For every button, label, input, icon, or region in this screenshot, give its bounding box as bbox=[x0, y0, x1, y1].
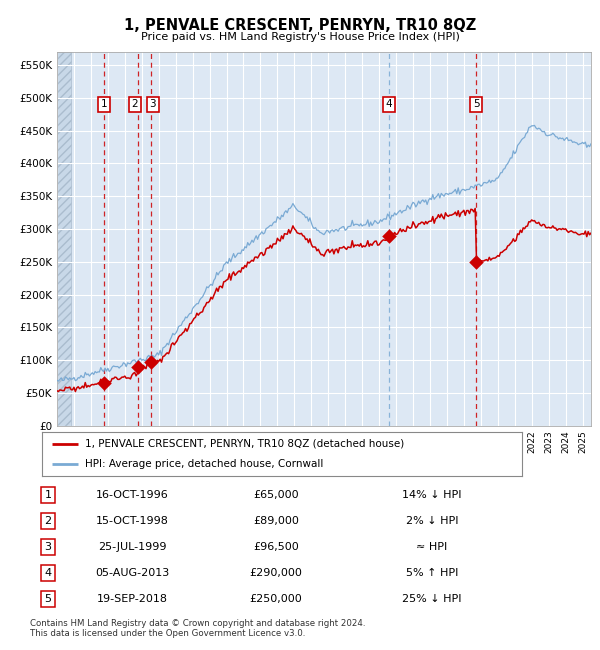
Text: 2: 2 bbox=[44, 516, 52, 526]
Text: ≈ HPI: ≈ HPI bbox=[416, 542, 448, 552]
Text: 25-JUL-1999: 25-JUL-1999 bbox=[98, 542, 166, 552]
Text: £96,500: £96,500 bbox=[253, 542, 299, 552]
Text: 1: 1 bbox=[44, 490, 52, 501]
Text: £65,000: £65,000 bbox=[253, 490, 299, 501]
Point bbox=[384, 230, 394, 240]
Text: 5% ↑ HPI: 5% ↑ HPI bbox=[406, 568, 458, 578]
Bar bbox=[57, 52, 71, 426]
Text: 5: 5 bbox=[44, 594, 52, 604]
Text: 14% ↓ HPI: 14% ↓ HPI bbox=[402, 490, 462, 501]
Text: 3: 3 bbox=[44, 542, 52, 552]
Text: Price paid vs. HM Land Registry's House Price Index (HPI): Price paid vs. HM Land Registry's House … bbox=[140, 32, 460, 42]
Text: HPI: Average price, detached house, Cornwall: HPI: Average price, detached house, Corn… bbox=[85, 459, 323, 469]
Text: 2% ↓ HPI: 2% ↓ HPI bbox=[406, 516, 458, 526]
Text: £290,000: £290,000 bbox=[250, 568, 302, 578]
Point bbox=[146, 358, 156, 368]
Text: 4: 4 bbox=[44, 568, 52, 578]
Text: 25% ↓ HPI: 25% ↓ HPI bbox=[402, 594, 462, 604]
Text: Contains HM Land Registry data © Crown copyright and database right 2024.
This d: Contains HM Land Registry data © Crown c… bbox=[30, 619, 365, 638]
Text: £250,000: £250,000 bbox=[250, 594, 302, 604]
Text: 1: 1 bbox=[101, 99, 107, 109]
Text: £89,000: £89,000 bbox=[253, 516, 299, 526]
Point bbox=[100, 378, 109, 388]
Point bbox=[133, 362, 143, 372]
Text: 1, PENVALE CRESCENT, PENRYN, TR10 8QZ (detached house): 1, PENVALE CRESCENT, PENRYN, TR10 8QZ (d… bbox=[85, 439, 404, 448]
Text: 15-OCT-1998: 15-OCT-1998 bbox=[95, 516, 169, 526]
Text: 1, PENVALE CRESCENT, PENRYN, TR10 8QZ: 1, PENVALE CRESCENT, PENRYN, TR10 8QZ bbox=[124, 18, 476, 34]
Text: 05-AUG-2013: 05-AUG-2013 bbox=[95, 568, 169, 578]
Text: 4: 4 bbox=[386, 99, 392, 109]
Text: 3: 3 bbox=[149, 99, 156, 109]
Text: 19-SEP-2018: 19-SEP-2018 bbox=[97, 594, 167, 604]
Text: 5: 5 bbox=[473, 99, 479, 109]
Text: 16-OCT-1996: 16-OCT-1996 bbox=[95, 490, 169, 501]
Point bbox=[471, 257, 481, 267]
Text: 2: 2 bbox=[131, 99, 138, 109]
